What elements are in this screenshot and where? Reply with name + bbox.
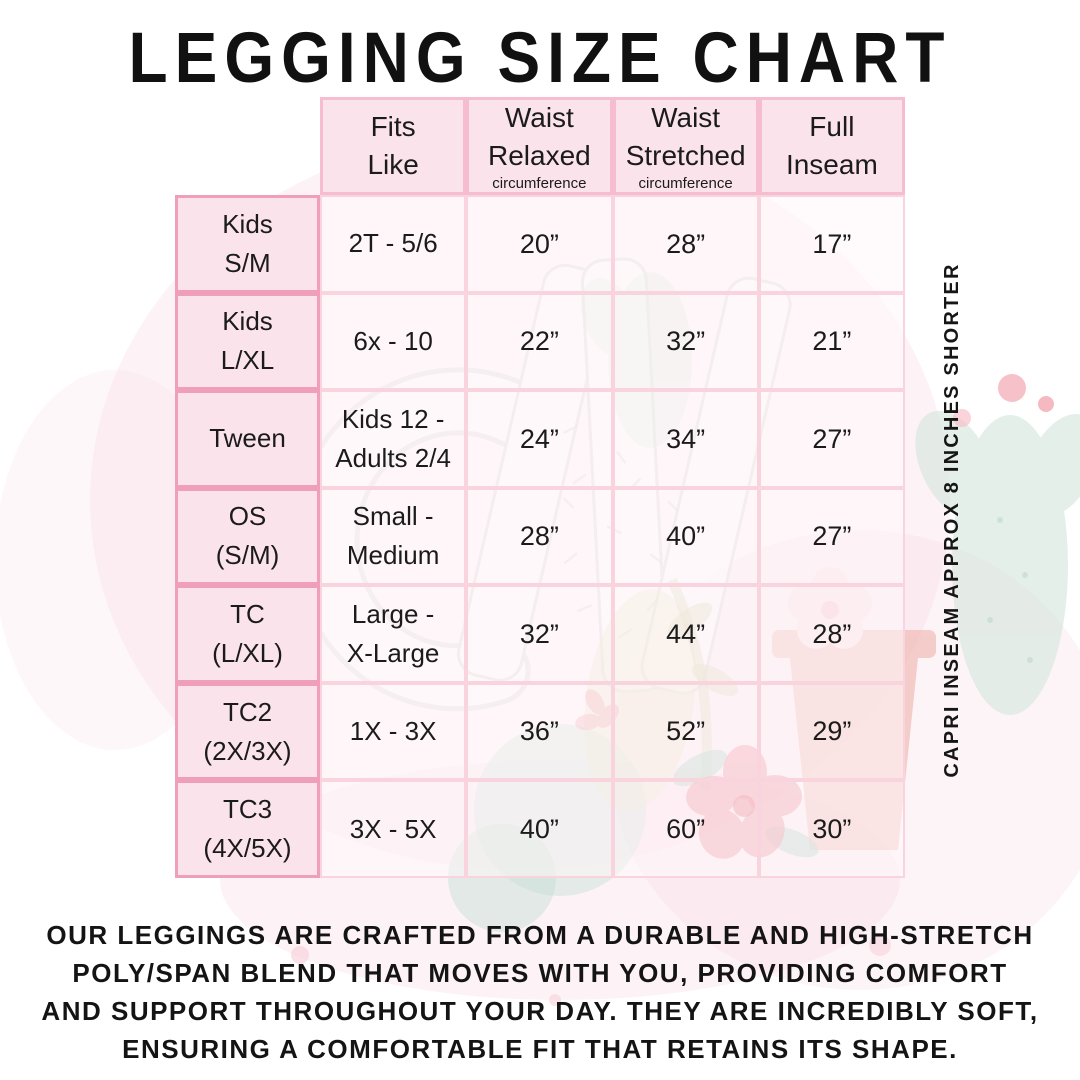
table-cell: 27” [758, 390, 905, 488]
table-cell: 3X - 5X [320, 780, 467, 878]
page-title: LEGGING SIZE CHART [128, 17, 952, 98]
table-cell: 29” [758, 682, 905, 781]
table-cell: 17” [758, 195, 905, 293]
row-header: TC (L/XL) [175, 585, 320, 683]
table-cell: Small - Medium [320, 487, 467, 586]
capri-inseam-note: CAPRI INSEAM APPROX 8 INCHES SHORTER [941, 262, 963, 778]
column-header: Full Inseam [758, 97, 905, 195]
table-cell: 6x - 10 [320, 292, 467, 391]
row-header: Tween [175, 390, 320, 488]
table-cell: 28” [612, 195, 759, 293]
row-header: TC2 (2X/3X) [175, 682, 320, 781]
table-cell: 36” [466, 682, 613, 781]
table-cell: 20” [466, 195, 613, 293]
table-cell: 28” [466, 487, 613, 586]
product-description: OUR LEGGINGS ARE CRAFTED FROM A DURABLE … [41, 920, 1039, 1064]
table-cell: 1X - 3X [320, 682, 467, 781]
table-corner-spacer [175, 97, 320, 195]
column-header-label: Waist Relaxed [488, 102, 591, 172]
table-cell: Kids 12 - Adults 2/4 [320, 390, 467, 488]
column-header: Fits Like [320, 97, 467, 195]
table-cell: 44” [612, 585, 759, 683]
table-cell: 40” [466, 780, 613, 878]
table-cell: Large - X-Large [320, 585, 467, 683]
column-header: Waist Stretched circumference [612, 97, 759, 195]
table-cell: 34” [612, 390, 759, 488]
table-cell: 30” [758, 780, 905, 878]
column-header-label: Waist Stretched [625, 102, 746, 172]
row-header: Kids L/XL [175, 292, 320, 391]
column-header-sublabel: circumference [638, 175, 733, 193]
table-cell: 21” [758, 292, 905, 391]
table-cell: 32” [466, 585, 613, 683]
table-cell: 28” [758, 585, 905, 683]
table-cell: 24” [466, 390, 613, 488]
table-cell: 52” [612, 682, 759, 781]
table-cell: 2T - 5/6 [320, 195, 467, 293]
row-header: Kids S/M [175, 195, 320, 293]
column-header-label: Full Inseam [785, 111, 878, 180]
column-header-label: Fits Like [367, 111, 419, 180]
column-header: Waist Relaxed circumference [466, 97, 613, 195]
row-header: TC3 (4X/5X) [175, 780, 320, 878]
cactus-watermark-right [915, 374, 1080, 715]
table-cell: 40” [612, 487, 759, 586]
table-cell: 22” [466, 292, 613, 391]
column-header-sublabel: circumference [492, 175, 587, 193]
table-cell: 32” [612, 292, 759, 391]
table-cell: 27” [758, 487, 905, 586]
size-table: Fits Like Waist Relaxed circumference Waist… [175, 97, 905, 878]
row-header: OS (S/M) [175, 487, 320, 586]
table-cell: 60” [612, 780, 759, 878]
